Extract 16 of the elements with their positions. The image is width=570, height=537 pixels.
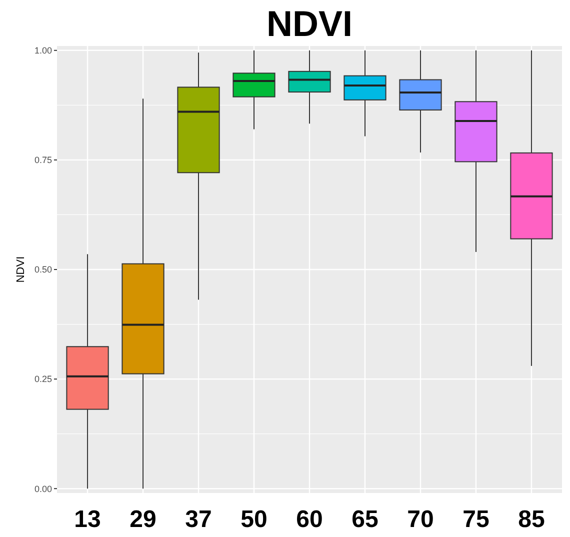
y-tick-label: 0.25 [34,374,52,384]
y-tick-label: 0.50 [34,264,52,275]
chart-title: NDVI [266,3,353,44]
x-tick-label: 60 [296,506,323,533]
y-axis-title: NDVI [15,256,27,283]
x-tick-label: 85 [518,506,545,533]
y-tick-label: 0.75 [34,155,52,166]
x-tick-label: 70 [407,506,434,533]
x-tick-label: 50 [240,506,268,533]
y-tick-label: 0.00 [34,484,52,494]
y-tick-label: 1.00 [34,46,52,56]
x-tick-label: 13 [74,506,101,533]
x-tick-label: 37 [185,506,212,533]
x-tick-label: 75 [462,506,490,533]
x-tick-label: 65 [352,506,378,533]
x-tick-label: 29 [130,506,156,533]
